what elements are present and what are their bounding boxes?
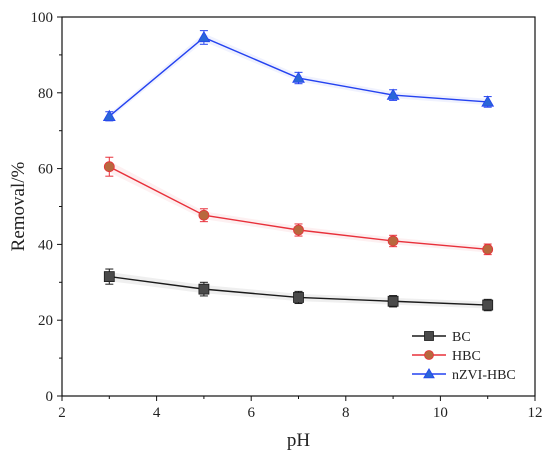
hbc-point	[293, 224, 304, 236]
nzvi-hbc-point	[197, 30, 211, 43]
y-axis-label: Removal/%	[8, 161, 29, 251]
x-axis-label: pH	[287, 430, 311, 451]
y-tick-label: 60	[38, 162, 53, 178]
nzvi-hbc-point	[481, 95, 495, 107]
y-tick-label: 20	[38, 313, 53, 329]
legend-hbc-label: HBC	[452, 349, 481, 364]
hbc-point	[387, 235, 399, 247]
bc-point	[482, 299, 494, 311]
y-tick-label: 40	[38, 237, 53, 253]
hbc-point	[198, 209, 210, 221]
hbc-point	[482, 243, 494, 255]
legend: BC HBC nZVI-HBC	[412, 330, 516, 383]
x-tick-label: 8	[342, 405, 350, 421]
y-tick-label: 0	[46, 389, 54, 405]
bc-point	[198, 283, 210, 295]
legend-nzvi-hbc-label: nZVI-HBC	[452, 368, 516, 383]
legend-bc-label: BC	[452, 330, 471, 345]
data-markers	[102, 30, 495, 311]
x-tick-label: 4	[153, 405, 161, 421]
axes: 2 4 6 8 10 12 0 20 40 60 80 100 pH Removal/%	[8, 10, 543, 451]
y-tick-label: 80	[38, 86, 53, 102]
nzvi-hbc-point	[102, 109, 116, 122]
y-tick-label: 100	[31, 10, 54, 26]
bc-point	[293, 292, 304, 303]
legend-nzvi-hbc-marker	[423, 368, 435, 379]
legend-hbc-marker	[424, 350, 434, 360]
bc-point	[103, 271, 115, 283]
nzvi-hbc-point	[292, 71, 305, 83]
hbc-error-band	[109, 161, 488, 253]
x-tick-label: 12	[528, 405, 543, 421]
hbc-point	[103, 161, 115, 173]
nzvi-hbc-point	[386, 88, 400, 100]
x-tick-label: 6	[247, 405, 255, 421]
hbc-line	[108, 166, 488, 251]
bc-point	[387, 295, 399, 307]
x-tick-label: 2	[58, 405, 66, 421]
legend-bc-marker	[424, 331, 434, 341]
x-tick-label: 10	[433, 405, 448, 421]
